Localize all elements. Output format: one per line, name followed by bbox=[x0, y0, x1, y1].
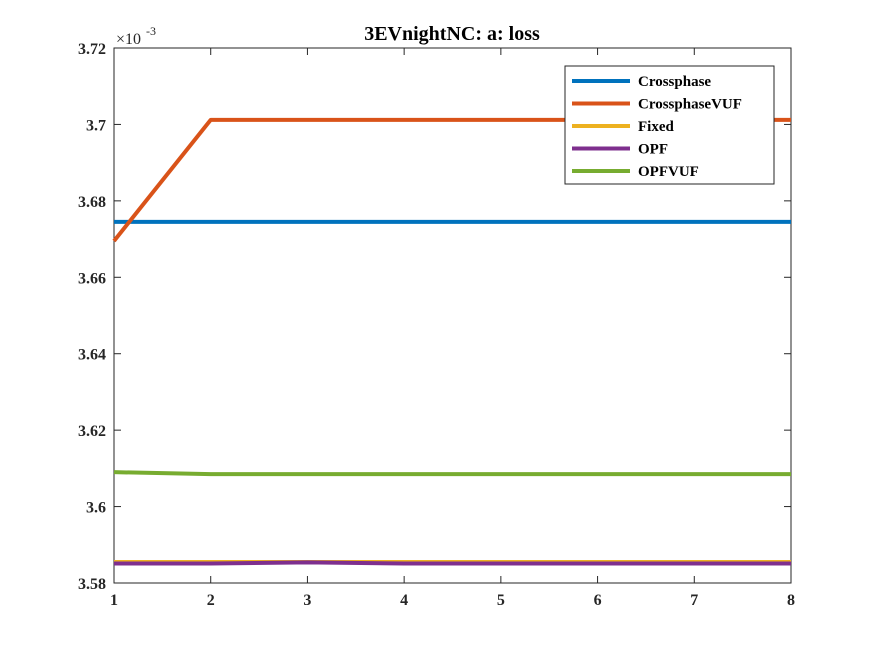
legend-label: OPFVUF bbox=[638, 164, 699, 180]
x-tick-label: 3 bbox=[303, 592, 311, 609]
x-tick-label: 1 bbox=[110, 592, 118, 609]
legend-label: OPF bbox=[638, 142, 668, 158]
x-tick-label: 4 bbox=[400, 592, 408, 609]
legend-label: Crossphase bbox=[638, 74, 711, 90]
y-scale-label: ×10 bbox=[116, 31, 141, 48]
x-tick-label: 2 bbox=[207, 592, 215, 609]
y-tick-label: 3.7 bbox=[86, 117, 106, 134]
legend-label: CrossphaseVUF bbox=[638, 97, 742, 113]
y-tick-label: 3.62 bbox=[78, 423, 106, 440]
axis-ticks: 1 2 3 4 5 6 7 8 3.58 3.6 3.62 3.64 3.66 3.68 3.7 3.72 bbox=[78, 41, 795, 609]
chart-title: 3EVnightNC: a: loss bbox=[364, 23, 540, 45]
series-line-opf bbox=[114, 560, 791, 566]
y-tick-label: 3.66 bbox=[78, 270, 106, 287]
legend-label: Fixed bbox=[638, 119, 674, 135]
x-tick-label: 8 bbox=[787, 592, 795, 609]
x-tick-label: 6 bbox=[594, 592, 602, 609]
legend: Crossphase CrossphaseVUF Fixed OPF OPFVUF bbox=[564, 65, 775, 185]
x-tick-label: 7 bbox=[690, 592, 698, 609]
y-tick-label: 3.6 bbox=[86, 500, 106, 517]
y-tick-label: 3.72 bbox=[78, 41, 106, 58]
y-scale-factor: ×10 -3 bbox=[116, 24, 156, 48]
y-tick-label: 3.58 bbox=[78, 576, 106, 593]
y-tick-label: 3.64 bbox=[78, 347, 106, 364]
y-tick-label: 3.68 bbox=[78, 194, 106, 211]
series-line-opfvuf bbox=[113, 470, 791, 477]
y-scale-exponent: -3 bbox=[146, 24, 156, 38]
x-tick-label: 5 bbox=[497, 592, 505, 609]
